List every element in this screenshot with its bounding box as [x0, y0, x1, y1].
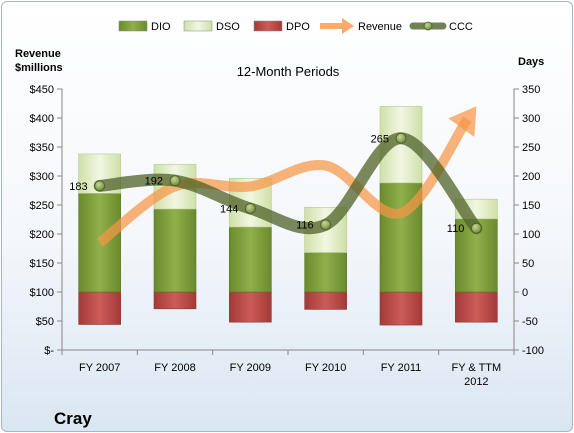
left-tick-label: $-: [44, 345, 54, 357]
x-tick-label: FY 2011: [381, 362, 422, 374]
left-tick-label: $150: [30, 258, 54, 270]
bar-dpo: [304, 291, 347, 310]
left-tick-label: $100: [30, 287, 54, 299]
left-axis-title-line: Revenue: [15, 48, 61, 60]
bar-dio: [153, 208, 197, 293]
ccc-data-label: 192: [145, 176, 163, 188]
legend-marker-icon: [423, 21, 433, 31]
bar-dpo: [78, 291, 121, 325]
x-tick-label: FY 2010: [305, 362, 346, 374]
revenue-line: [96, 116, 472, 247]
ccc-point: [395, 132, 407, 144]
legend-swatch-dio: [118, 20, 148, 32]
x-tick-label: FY 2008: [154, 362, 195, 374]
right-tick-label: 150: [522, 200, 540, 212]
left-tick-label: $300: [30, 171, 54, 183]
right-tick-label: 250: [522, 142, 540, 154]
revenue-arrowhead: [448, 106, 477, 137]
left-tick-label: $200: [30, 229, 54, 241]
ccc-point: [169, 175, 181, 187]
legend-label: CCC: [449, 21, 473, 33]
ccc-point: [320, 219, 332, 231]
bar-dpo: [153, 291, 197, 310]
left-tick-label: $400: [30, 113, 54, 125]
x-tick-label: 2012: [464, 376, 488, 388]
right-tick-label: 50: [522, 258, 534, 270]
right-tick-label: 300: [522, 113, 540, 125]
ccc-data-label: 265: [371, 133, 389, 145]
ccc-point: [470, 222, 482, 234]
left-tick-label: $350: [30, 142, 54, 154]
legend-swatch-dpo: [253, 20, 283, 32]
right-tick-label: -50: [522, 316, 538, 328]
ccc-data-label: 116: [296, 220, 314, 232]
company-title: Cray: [54, 409, 92, 428]
ccc-data-label: 110: [447, 223, 465, 235]
legend-label: Revenue: [358, 21, 402, 33]
ccc-point: [244, 202, 256, 214]
x-tick-label: FY & TTM: [451, 362, 501, 374]
bar-dpo: [455, 291, 498, 323]
left-tick-label: $50: [36, 316, 54, 328]
bar-dio: [304, 252, 347, 293]
legend-label: DSO: [216, 21, 240, 33]
ccc-data-label: 144: [220, 203, 238, 215]
right-tick-label: 0: [522, 287, 528, 299]
left-tick-label: $250: [30, 200, 54, 212]
right-tick-label: 350: [522, 84, 540, 96]
right-axis-title: Days: [518, 56, 544, 68]
legend-label: DPO: [286, 21, 310, 33]
bar-dpo: [379, 291, 423, 326]
left-tick-label: $450: [30, 84, 54, 96]
chart-title: 12-Month Periods: [237, 64, 340, 79]
legend-swatch-dso: [183, 20, 213, 32]
legend-label: DIO: [151, 21, 171, 33]
x-tick-label: FY 2009: [230, 362, 271, 374]
right-tick-label: 200: [522, 171, 540, 183]
ccc-point: [94, 180, 106, 192]
bar-dio: [229, 226, 272, 293]
left-axis-title-line: $millions: [15, 62, 63, 74]
legend-arrowhead-icon: [342, 18, 354, 34]
bar-dpo: [229, 291, 272, 323]
x-tick-label: FY 2007: [79, 362, 120, 374]
right-tick-label: 100: [522, 229, 540, 241]
right-tick-label: -100: [522, 345, 544, 357]
ccc-data-label: 183: [69, 181, 87, 193]
